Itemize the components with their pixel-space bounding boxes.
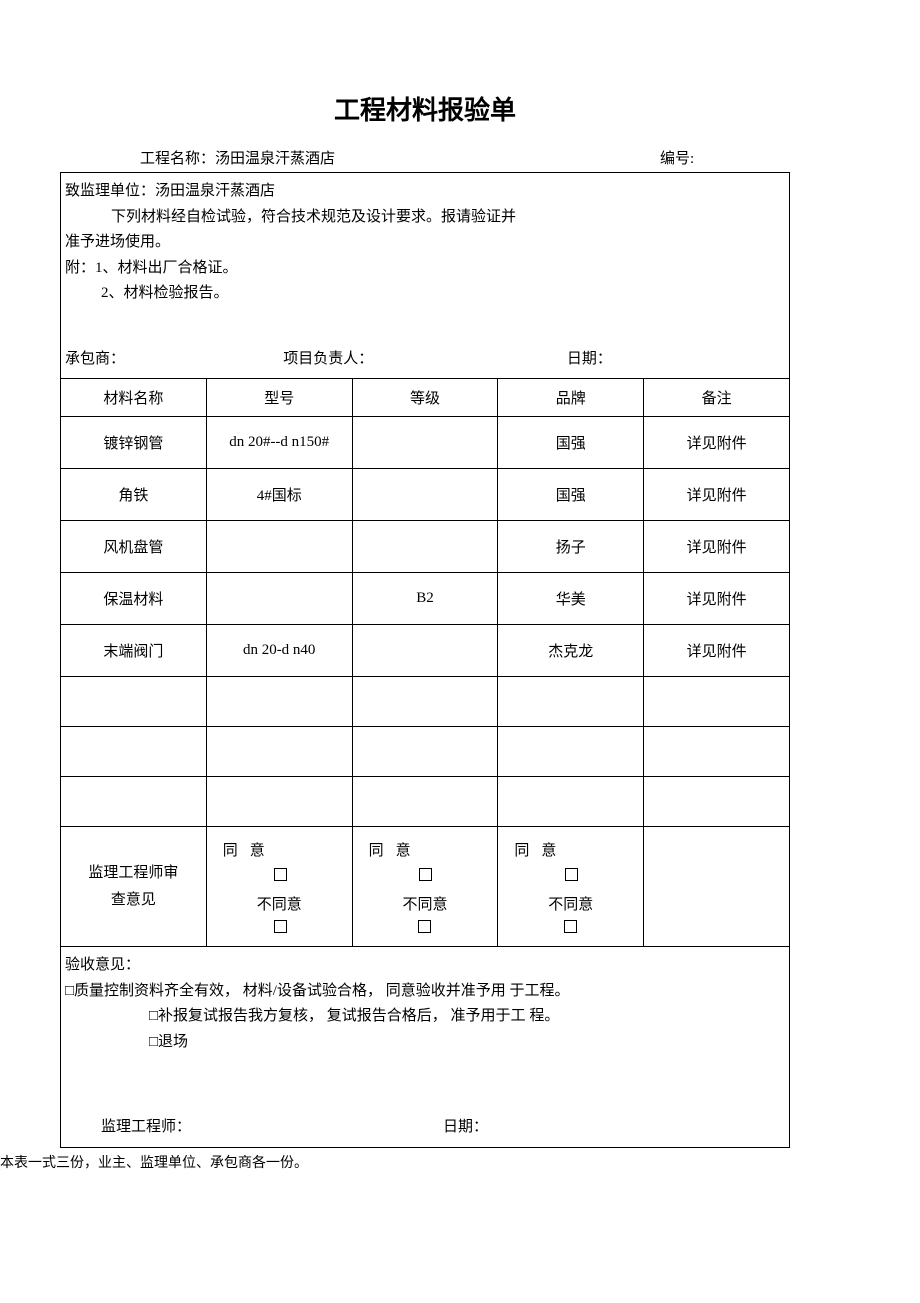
date-label: 日期： xyxy=(567,347,785,373)
project-label: 工程名称： xyxy=(140,151,215,167)
cell-brand: 国强 xyxy=(498,469,644,521)
table-header-row: 材料名称 型号 等级 品牌 备注 xyxy=(61,379,790,417)
project-name-field: 工程名称：汤田温泉汗蒸酒店 xyxy=(140,147,660,168)
supervisor-value: 汤田温泉汗蒸酒店 xyxy=(155,183,275,199)
acceptance-date-label: 日期： xyxy=(443,1115,785,1141)
acceptance-title: 验收意见： xyxy=(65,953,785,979)
cell-brand: 华美 xyxy=(498,573,644,625)
cell-remark: 详见附件 xyxy=(644,573,790,625)
table-row: 末端阀门 dn 20-d n40 杰克龙 详见附件 xyxy=(61,625,790,677)
cell-remark: 详见附件 xyxy=(644,521,790,573)
intro-line4: 附：1、材料出厂合格证。 xyxy=(65,256,785,282)
cell-name: 保温材料 xyxy=(61,573,207,625)
cell-grade: B2 xyxy=(352,573,498,625)
number-label: 编号: xyxy=(660,151,694,167)
cell-grade xyxy=(352,417,498,469)
supervisor-engineer-label: 监理工程师： xyxy=(101,1115,443,1141)
disagree-label: 不同意 xyxy=(213,893,346,914)
table-row: 保温材料 B2 华美 详见附件 xyxy=(61,573,790,625)
checkbox-icon[interactable] xyxy=(274,920,287,933)
intro-line1: 致监理单位：汤田温泉汗蒸酒店 xyxy=(65,179,785,205)
table-row: 风机盘管 扬子 详见附件 xyxy=(61,521,790,573)
number-field: 编号: xyxy=(660,147,790,168)
col-header-model: 型号 xyxy=(206,379,352,417)
review-label-line2: 查意见 xyxy=(61,887,206,914)
table-row: 镀锌钢管 dn 20#--d n150# 国强 详见附件 xyxy=(61,417,790,469)
cell-remark: 详见附件 xyxy=(644,469,790,521)
cell-name: 角铁 xyxy=(61,469,207,521)
cell-model xyxy=(206,573,352,625)
acceptance-sign-row: 监理工程师： 日期： xyxy=(65,1055,785,1141)
cell-brand: 扬子 xyxy=(498,521,644,573)
cell-model xyxy=(206,521,352,573)
cell-grade xyxy=(352,625,498,677)
checkbox-icon[interactable] xyxy=(564,920,577,933)
checkbox-icon[interactable] xyxy=(565,868,578,881)
cell-brand: 杰克龙 xyxy=(498,625,644,677)
supervisor-label: 致监理单位： xyxy=(65,183,155,199)
cell-name: 末端阀门 xyxy=(61,625,207,677)
cell-remark: 详见附件 xyxy=(644,625,790,677)
col-header-remark: 备注 xyxy=(644,379,790,417)
review-choice-1: 同意 不同意 xyxy=(206,827,352,947)
cell-model: dn 20#--d n150# xyxy=(206,417,352,469)
cell-model: dn 20-d n40 xyxy=(206,625,352,677)
document-title: 工程材料报验单 xyxy=(60,90,790,127)
review-choice-2: 同意 不同意 xyxy=(352,827,498,947)
manager-label: 项目负责人： xyxy=(283,347,567,373)
acceptance-opt3: □退场 xyxy=(65,1030,785,1056)
acceptance-opt2: □补报复试报告我方复核， 复试报告合格后， 准予用于工 程。 xyxy=(65,1004,785,1030)
table-row-empty xyxy=(61,777,790,827)
review-row: 监理工程师审 查意见 同意 不同意 同意 不同意 同意 不同意 xyxy=(61,827,790,947)
cell-model: 4#国标 xyxy=(206,469,352,521)
cell-remark: 详见附件 xyxy=(644,417,790,469)
contractor-label: 承包商： xyxy=(65,347,283,373)
intro-line2: 下列材料经自检试验，符合技术规范及设计要求。报请验证并 xyxy=(65,205,785,231)
header-row: 工程名称：汤田温泉汗蒸酒店 编号: xyxy=(60,147,790,172)
sign-row: 承包商： 项目负责人： 日期： xyxy=(65,307,785,373)
checkbox-icon[interactable] xyxy=(418,920,431,933)
review-choice-3: 同意 不同意 xyxy=(498,827,644,947)
intro-line3: 准予进场使用。 xyxy=(65,230,785,256)
agree-label: 同意 xyxy=(213,839,346,860)
acceptance-row: 验收意见： □质量控制资料齐全有效， 材料/设备试验合格， 同意验收并准予用 于… xyxy=(61,947,790,1148)
col-header-brand: 品牌 xyxy=(498,379,644,417)
review-empty-cell xyxy=(644,827,790,947)
acceptance-opt1: □质量控制资料齐全有效， 材料/设备试验合格， 同意验收并准予用 于工程。 xyxy=(65,979,785,1005)
cell-grade xyxy=(352,521,498,573)
agree-label: 同意 xyxy=(504,839,637,860)
intro-line5: 2、材料检验报告。 xyxy=(65,281,785,307)
main-table: 致监理单位：汤田温泉汗蒸酒店 下列材料经自检试验，符合技术规范及设计要求。报请验… xyxy=(60,172,790,1148)
col-header-name: 材料名称 xyxy=(61,379,207,417)
cell-grade xyxy=(352,469,498,521)
cell-name: 风机盘管 xyxy=(61,521,207,573)
checkbox-icon[interactable] xyxy=(274,868,287,881)
table-row-empty xyxy=(61,727,790,777)
disagree-label: 不同意 xyxy=(504,893,637,914)
disagree-label: 不同意 xyxy=(359,893,492,914)
table-row: 角铁 4#国标 国强 详见附件 xyxy=(61,469,790,521)
table-row-empty xyxy=(61,677,790,727)
agree-label: 同意 xyxy=(359,839,492,860)
project-name: 汤田温泉汗蒸酒店 xyxy=(215,151,335,167)
review-label-cell: 监理工程师审 查意见 xyxy=(61,827,207,947)
acceptance-cell: 验收意见： □质量控制资料齐全有效， 材料/设备试验合格， 同意验收并准予用 于… xyxy=(61,947,790,1148)
review-label-line1: 监理工程师审 xyxy=(61,860,206,887)
col-header-grade: 等级 xyxy=(352,379,498,417)
cell-brand: 国强 xyxy=(498,417,644,469)
checkbox-icon[interactable] xyxy=(419,868,432,881)
intro-cell: 致监理单位：汤田温泉汗蒸酒店 下列材料经自检试验，符合技术规范及设计要求。报请验… xyxy=(61,173,790,379)
footnote: 本表一式三份，业主、监理单位、承包商各一份。 xyxy=(0,1148,790,1172)
intro-row: 致监理单位：汤田温泉汗蒸酒店 下列材料经自检试验，符合技术规范及设计要求。报请验… xyxy=(61,173,790,379)
cell-name: 镀锌钢管 xyxy=(61,417,207,469)
